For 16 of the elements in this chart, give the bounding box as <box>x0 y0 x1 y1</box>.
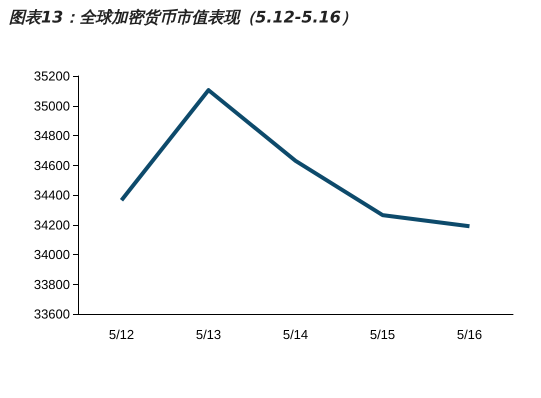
y-tick-label: 35200 <box>34 68 70 84</box>
y-tick-label: 34400 <box>34 188 70 202</box>
chart-title: 图表13：全球加密货币市值表现（5.12-5.16） <box>9 8 357 26</box>
x-tick-label: 5/15 <box>370 327 396 342</box>
y-tick-label: 34200 <box>34 217 70 232</box>
y-tick-label: 33600 <box>34 306 70 322</box>
y-tick-label: 35000 <box>34 98 70 114</box>
x-tick-label: 5/14 <box>282 327 308 342</box>
y-tick-label: 34600 <box>34 158 70 173</box>
y-tick-label: 34800 <box>34 128 70 143</box>
y-tick-label: 34000 <box>34 247 70 262</box>
x-tick-label: 5/16 <box>456 327 482 342</box>
x-tick-label: 5/13 <box>196 327 222 342</box>
y-tick-label: 33800 <box>34 276 70 292</box>
x-tick-label: 5/12 <box>108 327 134 342</box>
line-series <box>120 88 472 228</box>
